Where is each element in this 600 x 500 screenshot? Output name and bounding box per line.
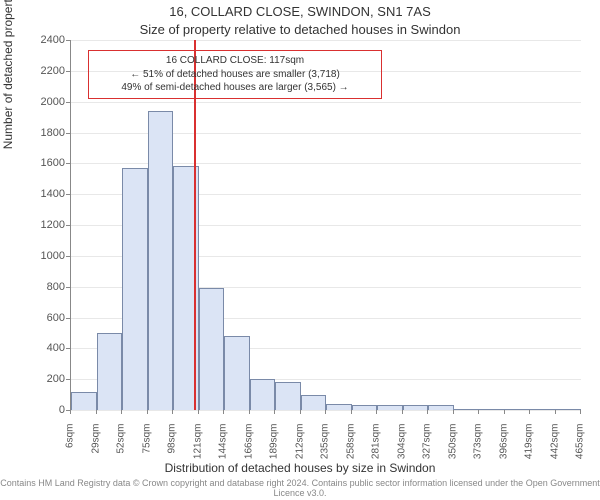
y-tick-label: 1000 [5, 250, 65, 262]
y-tick-mark [66, 102, 70, 103]
y-tick-mark [66, 133, 70, 134]
histogram-bar [352, 405, 378, 410]
y-tick-mark [66, 163, 70, 164]
x-axis-label: Distribution of detached houses by size … [0, 461, 600, 475]
histogram-bar [377, 405, 403, 410]
footnote-text: Contains HM Land Registry data © Crown c… [0, 478, 600, 498]
y-tick-mark [66, 40, 70, 41]
histogram-bar [71, 392, 97, 411]
x-tick-mark [555, 410, 556, 414]
x-tick-mark [147, 410, 148, 414]
histogram-bar [428, 405, 454, 410]
x-tick-mark [96, 410, 97, 414]
x-tick-mark [198, 410, 199, 414]
y-tick-mark [66, 287, 70, 288]
y-tick-mark [66, 379, 70, 380]
y-tick-label: 1800 [5, 127, 65, 139]
x-tick-mark [376, 410, 377, 414]
chart-title-sub: Size of property relative to detached ho… [0, 22, 600, 37]
y-tick-label: 400 [5, 342, 65, 354]
y-tick-label: 2200 [5, 65, 65, 77]
x-tick-mark [351, 410, 352, 414]
x-tick-mark [325, 410, 326, 414]
histogram-bar [250, 379, 276, 410]
x-tick-mark [300, 410, 301, 414]
y-tick-label: 2000 [5, 96, 65, 108]
x-tick-mark [427, 410, 428, 414]
y-tick-label: 1600 [5, 157, 65, 169]
chart-title-main: 16, COLLARD CLOSE, SWINDON, SN1 7AS [0, 4, 600, 19]
histogram-bar [479, 409, 505, 410]
x-tick-mark [249, 410, 250, 414]
y-tick-label: 2400 [5, 34, 65, 46]
y-tick-mark [66, 194, 70, 195]
histogram-bar [530, 409, 556, 410]
histogram-bar [199, 288, 225, 410]
x-tick-mark [529, 410, 530, 414]
histogram-bar [301, 395, 327, 410]
x-tick-mark [121, 410, 122, 414]
y-tick-mark [66, 348, 70, 349]
histogram-bar [224, 336, 250, 410]
annotation-line: ← 51% of detached houses are smaller (3,… [95, 68, 375, 82]
y-tick-label: 800 [5, 281, 65, 293]
x-tick-mark [453, 410, 454, 414]
histogram-bar [326, 404, 352, 410]
gridline-h [71, 410, 581, 411]
histogram-bar [148, 111, 174, 410]
x-tick-mark [580, 410, 581, 414]
x-tick-mark [504, 410, 505, 414]
histogram-bar [556, 409, 582, 410]
y-tick-label: 1400 [5, 188, 65, 200]
histogram-bar [403, 405, 429, 410]
x-tick-mark [70, 410, 71, 414]
y-tick-label: 1200 [5, 219, 65, 231]
histogram-bar [122, 168, 148, 410]
y-tick-label: 200 [5, 373, 65, 385]
gridline-h [71, 102, 581, 103]
annotation-line: 16 COLLARD CLOSE: 117sqm [95, 54, 375, 68]
y-tick-label: 600 [5, 312, 65, 324]
y-tick-mark [66, 71, 70, 72]
histogram-bar [97, 333, 123, 410]
x-tick-mark [223, 410, 224, 414]
histogram-bar [454, 409, 480, 410]
y-tick-mark [66, 225, 70, 226]
histogram-bar [505, 409, 531, 410]
chart-container: 16, COLLARD CLOSE, SWINDON, SN1 7AS Size… [0, 0, 600, 500]
annotation-line: 49% of semi-detached houses are larger (… [95, 81, 375, 95]
x-tick-mark [274, 410, 275, 414]
annotation-box: 16 COLLARD CLOSE: 117sqm← 51% of detache… [88, 50, 382, 99]
y-tick-label: 0 [5, 404, 65, 416]
x-tick-mark [478, 410, 479, 414]
y-tick-mark [66, 318, 70, 319]
y-tick-mark [66, 256, 70, 257]
x-tick-mark [172, 410, 173, 414]
x-tick-mark [402, 410, 403, 414]
histogram-bar [275, 382, 301, 410]
gridline-h [71, 40, 581, 41]
